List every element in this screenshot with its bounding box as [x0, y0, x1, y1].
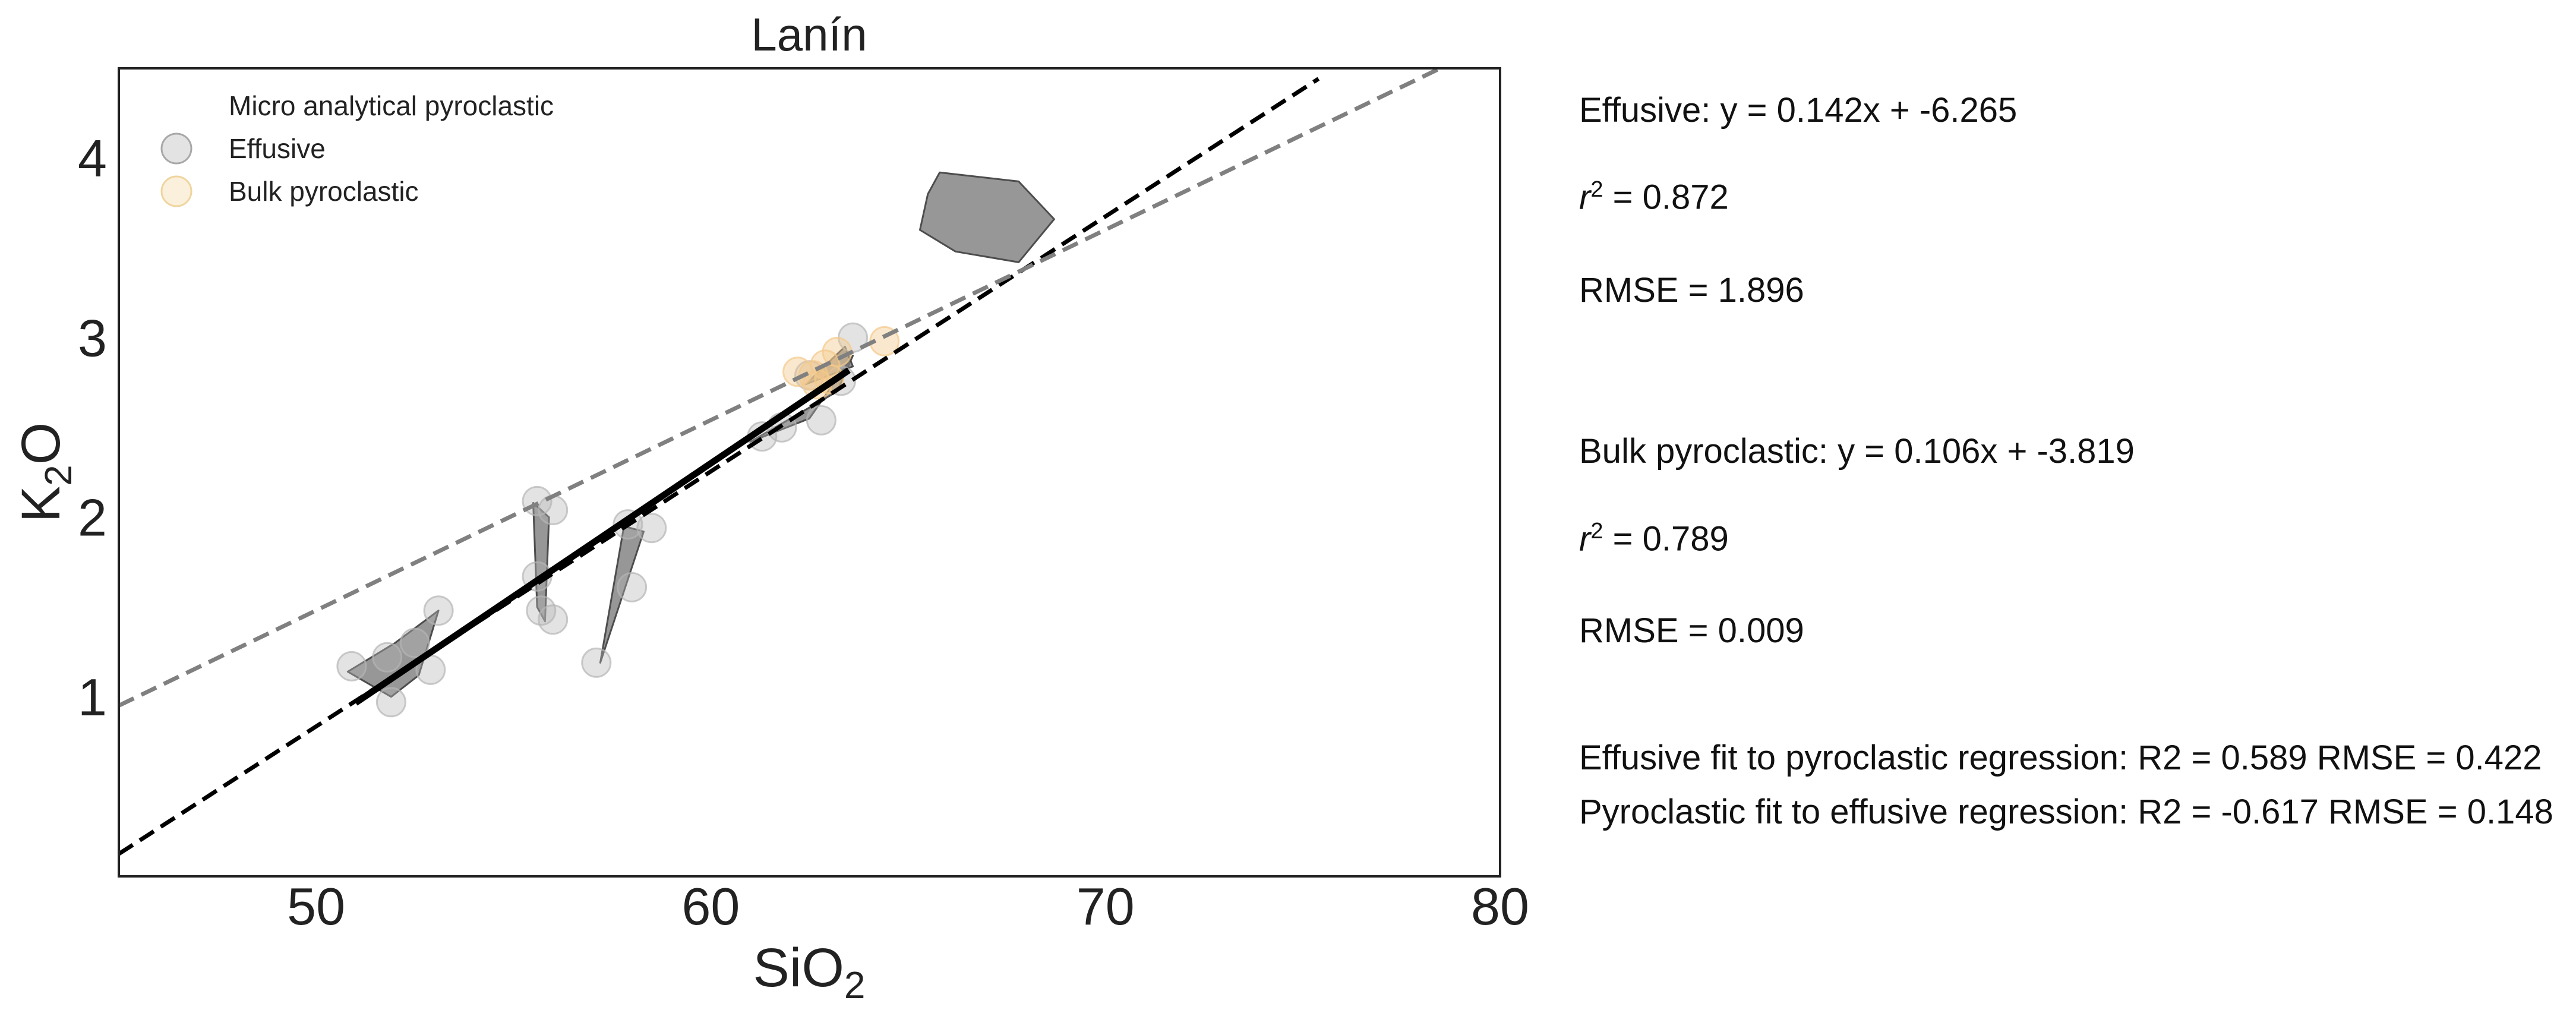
ticks-layer: 50 60 70 80 1 2 3 4: [78, 129, 1529, 936]
x-axis-label-sub: 2: [844, 964, 866, 1006]
y-axis-label: K2O: [11, 422, 80, 523]
effusive-rmse: RMSE = 1.896: [1579, 271, 1804, 310]
effusive-point-11: [581, 647, 612, 678]
effusive-r2-value: = 0.872: [1603, 178, 1729, 217]
regression-line-1: [119, 68, 1442, 708]
bulk-r2: r2 = 0.789: [1579, 520, 1729, 556]
legend-label-effusive: Effusive: [229, 133, 326, 164]
legend: Micro analytical pyroclastic Effusive Bu…: [160, 90, 554, 207]
legend-label-micro: Micro analytical pyroclastic: [229, 90, 554, 121]
x-tick-label-50: 50: [287, 877, 345, 936]
effusive-point-1: [372, 642, 403, 673]
effusive-point-5: [399, 627, 430, 658]
cross-fit-effusive: Effusive fit to pyroclastic regression: …: [1579, 739, 2542, 777]
bulk-r2-prefix: r: [1579, 519, 1591, 558]
y-tick-label-4: 4: [78, 129, 107, 188]
plot-area: [119, 68, 1442, 856]
lines-layer: [119, 68, 1442, 856]
effusive-r2-sup: 2: [1590, 177, 1603, 202]
legend-marker-effusive: [160, 132, 192, 165]
hull-polygon-3: [749, 355, 854, 443]
x-axis-label: SiO2: [753, 938, 866, 1006]
y-axis-label-main: K: [11, 486, 71, 522]
x-tick-label-70: 70: [1077, 877, 1135, 936]
effusive-point-7: [538, 495, 569, 525]
effusive-equation: Effusive: y = 0.142x + -6.265: [1579, 91, 2018, 130]
bulk-equation: Bulk pyroclastic: y = 0.106x + -3.819: [1579, 432, 2135, 471]
x-tick-label-80: 80: [1471, 877, 1529, 936]
y-tick-label-1: 1: [78, 668, 107, 727]
x-tick-label-60: 60: [681, 877, 740, 936]
regression-line-2: [353, 367, 851, 706]
effusive-point-0: [336, 651, 367, 681]
chart-title: Lanín: [751, 8, 867, 61]
legend-label-bulk: Bulk pyroclastic: [229, 176, 419, 207]
y-tick-label-2: 2: [78, 488, 107, 547]
effusive-point-9: [538, 604, 569, 635]
bulk-rmse: RMSE = 0.009: [1579, 611, 1804, 650]
plot-frame: [118, 67, 1501, 878]
effusive-point-4: [423, 595, 454, 626]
bulk-r2-sup: 2: [1590, 519, 1603, 544]
y-tick-label-3: 3: [78, 308, 107, 367]
hull-polygon-5: [919, 171, 1055, 263]
y-axis-label-sub: 2: [37, 465, 80, 486]
effusive-r2-prefix: r: [1579, 178, 1591, 217]
regression-line-0: [119, 77, 1320, 856]
effusive-point-17: [806, 405, 836, 436]
effusive-point-13: [636, 513, 667, 544]
bulk-r2-value: = 0.789: [1603, 519, 1729, 558]
x-axis-label-main: SiO: [753, 938, 844, 998]
effusive-point-14: [617, 572, 648, 602]
effusive-r2: r2 = 0.872: [1579, 178, 1729, 214]
hulls-layer: [346, 171, 1055, 698]
effusive-point-2: [375, 687, 406, 718]
cross-fit-pyroclastic: Pyroclastic fit to effusive regression: …: [1579, 793, 2553, 831]
regression-stats: Effusive: y = 0.142x + -6.265 r2 = 0.872…: [1579, 0, 2571, 1013]
y-axis-label-tail: O: [11, 422, 71, 465]
legend-marker-bulk: [160, 175, 192, 207]
